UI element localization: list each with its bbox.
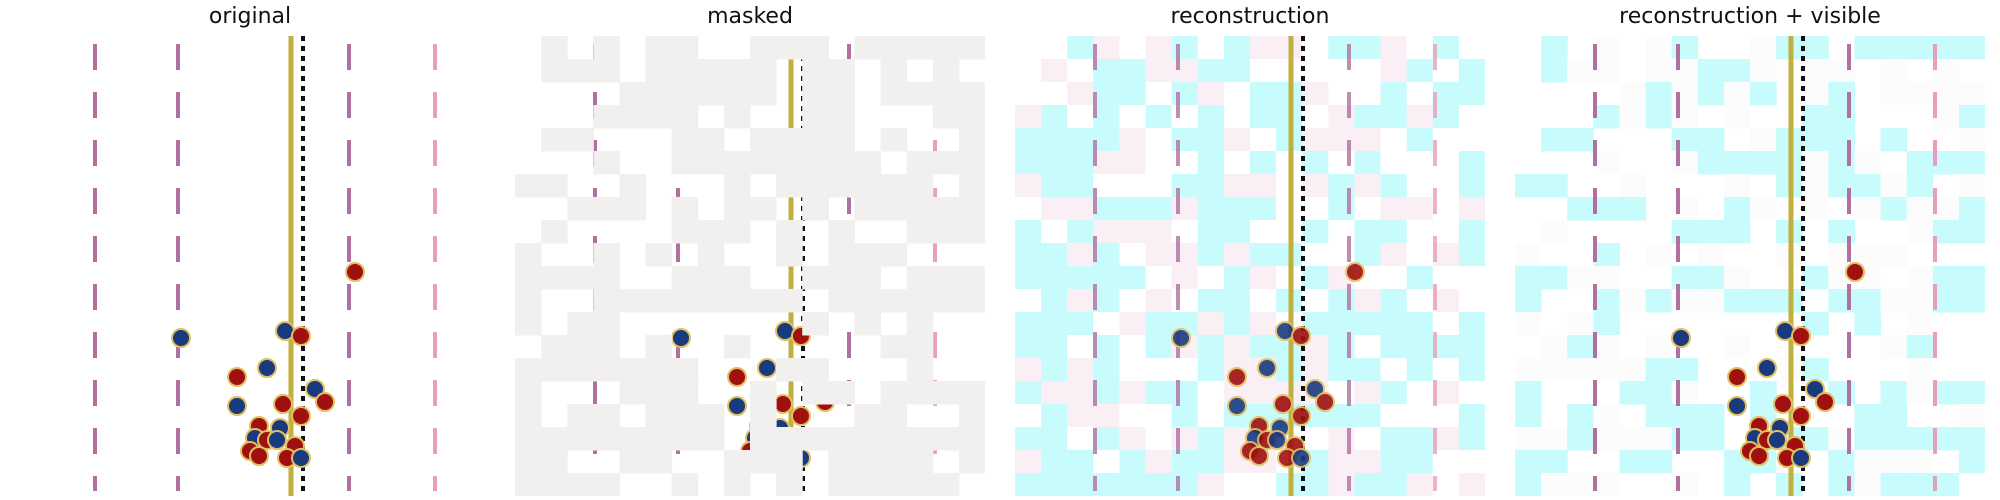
reconstruction-visible-image: [1515, 36, 1985, 496]
panel-title: reconstruction + visible: [1619, 4, 1881, 29]
panel-title: original: [208, 4, 292, 29]
panel-title: reconstruction: [1170, 4, 1330, 29]
original-image: [93, 36, 437, 496]
panel-title: masked: [707, 4, 793, 29]
panel-reconstruction: reconstruction: [1010, 0, 1490, 500]
masked-image: [515, 36, 985, 496]
panel-original: original: [10, 0, 490, 500]
panel-masked: masked: [510, 0, 990, 500]
panel-reconstruction-visible: reconstruction + visible: [1510, 0, 1990, 500]
reconstruction-image: [1015, 36, 1485, 496]
